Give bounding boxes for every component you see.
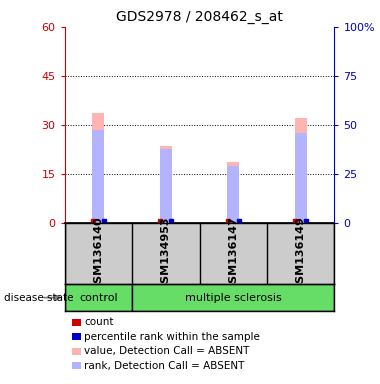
Bar bbox=[294, 133, 307, 223]
Text: GSM136147: GSM136147 bbox=[228, 216, 238, 291]
Text: percentile rank within the sample: percentile rank within the sample bbox=[84, 332, 260, 342]
Text: GSM136149: GSM136149 bbox=[296, 216, 306, 291]
Bar bbox=[92, 113, 105, 223]
Bar bbox=[227, 162, 239, 223]
Bar bbox=[160, 146, 172, 223]
Bar bbox=[65, 284, 132, 311]
Text: control: control bbox=[79, 293, 118, 303]
Bar bbox=[294, 118, 307, 223]
Text: count: count bbox=[84, 317, 114, 327]
Text: rank, Detection Call = ABSENT: rank, Detection Call = ABSENT bbox=[84, 361, 245, 371]
Text: value, Detection Call = ABSENT: value, Detection Call = ABSENT bbox=[84, 346, 250, 356]
Text: GSM136140: GSM136140 bbox=[93, 216, 103, 291]
Text: disease state: disease state bbox=[4, 293, 73, 303]
Text: multiple sclerosis: multiple sclerosis bbox=[185, 293, 282, 303]
Bar bbox=[132, 284, 334, 311]
Bar bbox=[92, 130, 105, 223]
Bar bbox=[227, 166, 239, 223]
Text: GSM134953: GSM134953 bbox=[161, 216, 171, 291]
Bar bbox=[160, 149, 172, 223]
Title: GDS2978 / 208462_s_at: GDS2978 / 208462_s_at bbox=[116, 10, 283, 25]
